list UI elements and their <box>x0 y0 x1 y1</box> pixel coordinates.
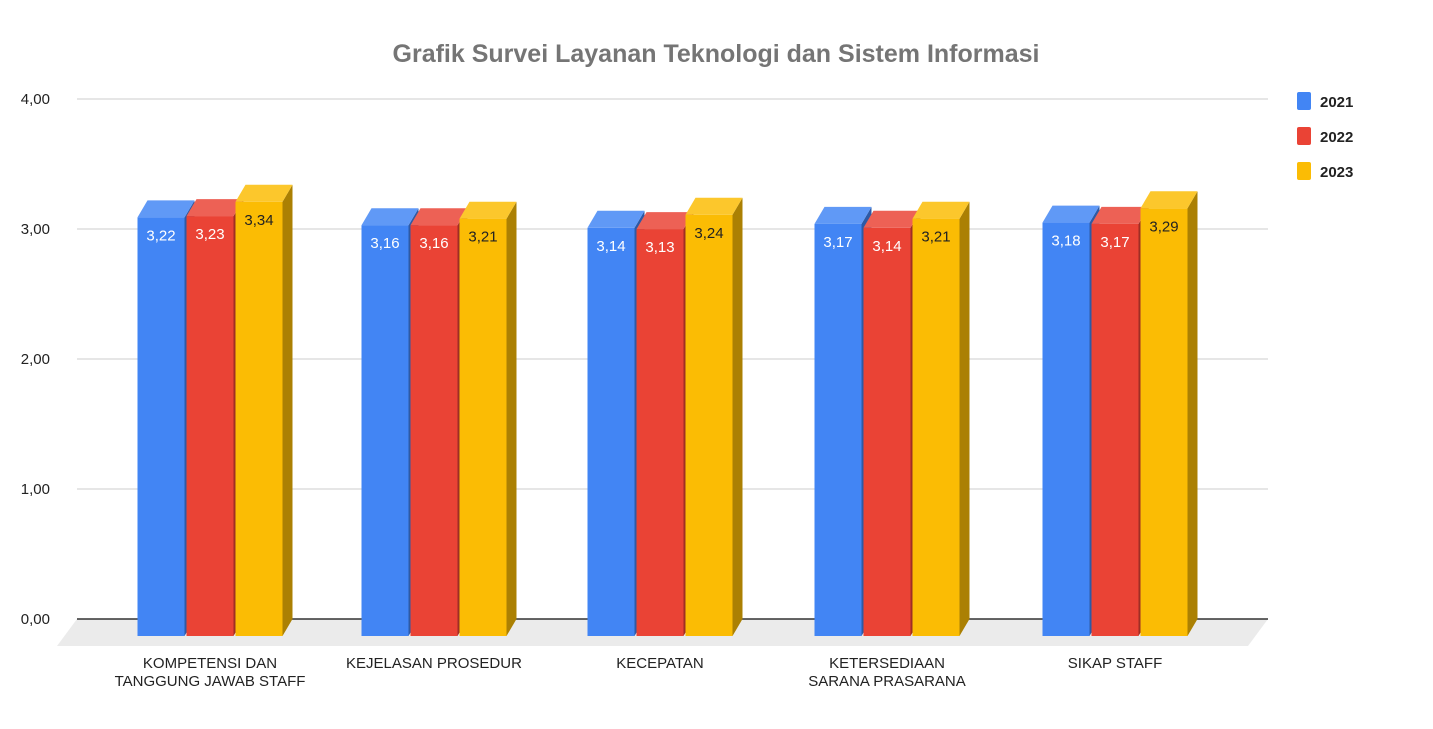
x-category-label: KOMPETENSI DAN TANGGUNG JAWAB STAFF <box>115 655 306 690</box>
data-label: 3,23 <box>195 226 224 243</box>
bar-top <box>636 212 694 230</box>
legend-label: 2023 <box>1320 164 1353 181</box>
chart-title: Grafik Survei Layanan Teknologi dan Sist… <box>393 40 1040 68</box>
bar-front <box>1140 208 1188 637</box>
bar-top <box>685 197 743 215</box>
data-label: 3,16 <box>419 235 448 252</box>
data-label: 3,34 <box>244 212 273 229</box>
bar-side <box>732 197 743 637</box>
data-label: 3,24 <box>694 225 723 242</box>
bar <box>459 201 517 636</box>
bar-top <box>186 199 244 217</box>
data-label: 3,29 <box>1149 218 1178 235</box>
bar <box>1091 206 1149 636</box>
bar <box>235 184 293 637</box>
x-category-label: KEJELASAN PROSEDUR <box>346 655 522 672</box>
bar-side <box>1187 191 1198 637</box>
y-tick-label: 0,00 <box>21 611 50 628</box>
bar-top <box>1042 205 1100 223</box>
bar <box>1140 191 1198 637</box>
bar <box>912 201 970 636</box>
bar <box>1042 205 1100 636</box>
bar <box>685 197 743 637</box>
y-axis-ticks: 0,00 1,00 2,00 3,00 4,00 <box>21 91 50 628</box>
data-label: 3,13 <box>645 239 674 256</box>
data-label: 3,14 <box>596 238 625 255</box>
bar <box>863 210 921 637</box>
bar-front <box>361 225 409 636</box>
bar-front <box>186 216 234 636</box>
legend-swatch <box>1297 127 1311 145</box>
data-label: 3,18 <box>1051 233 1080 250</box>
legend-item: 2023 <box>1297 162 1353 181</box>
legend-swatch <box>1297 162 1311 180</box>
bar-top <box>814 206 872 224</box>
bar-top <box>459 201 517 219</box>
bar-front <box>863 227 911 637</box>
y-tick-label: 4,00 <box>21 91 50 108</box>
bar-front <box>410 225 458 636</box>
bar-side <box>506 201 517 636</box>
bar <box>636 212 694 636</box>
bar-front <box>685 214 733 637</box>
bar <box>137 200 195 636</box>
bar-top <box>137 200 195 218</box>
y-tick-label: 1,00 <box>21 481 50 498</box>
data-label: 3,21 <box>468 229 497 246</box>
bar-top <box>863 210 921 228</box>
bar-front <box>912 218 960 636</box>
bar-front <box>636 229 684 636</box>
legend-item: 2022 <box>1297 127 1353 146</box>
data-label: 3,17 <box>1100 234 1129 251</box>
legend-label: 2022 <box>1320 129 1353 146</box>
legend: 2021 2022 2023 <box>1297 92 1353 181</box>
bar-side <box>282 184 293 637</box>
legend-swatch <box>1297 92 1311 110</box>
y-tick-label: 2,00 <box>21 351 50 368</box>
data-label: 3,16 <box>370 235 399 252</box>
bar-front <box>235 201 283 637</box>
x-category-label: SIKAP STAFF <box>1068 655 1162 672</box>
bar-front <box>459 218 507 636</box>
bar-side <box>959 201 970 636</box>
data-label: 3,17 <box>823 234 852 251</box>
bar-front <box>1091 223 1139 636</box>
data-labels: 3,22 3,23 3,34 3,16 3,16 3,21 3,14 3,13 3,24 3,17… <box>146 212 1178 256</box>
bar <box>361 208 419 636</box>
legend-label: 2021 <box>1320 94 1353 111</box>
bar-top <box>235 184 293 202</box>
bar-top <box>1140 191 1198 209</box>
bar-top <box>361 208 419 226</box>
bar-front <box>1042 222 1090 636</box>
bar <box>186 199 244 636</box>
legend-item: 2021 <box>1297 92 1353 111</box>
x-axis-categories: KOMPETENSI DAN TANGGUNG JAWAB STAFF KEJELA… <box>115 655 1163 690</box>
bar-top <box>587 210 645 228</box>
x-category-label: KECEPATAN <box>616 655 704 672</box>
data-label: 3,21 <box>921 229 950 246</box>
bar-top <box>912 201 970 219</box>
bar-top <box>1091 206 1149 224</box>
data-label: 3,22 <box>146 227 175 244</box>
bars <box>137 184 1198 637</box>
bar-front <box>814 223 862 636</box>
bar <box>587 210 645 637</box>
y-tick-label: 3,00 <box>21 221 50 238</box>
bar-front <box>137 217 185 636</box>
data-label: 3,14 <box>872 238 901 255</box>
bar <box>410 208 468 636</box>
bar <box>814 206 872 636</box>
x-category-label: KETERSEDIAAN SARANA PRASARANA <box>808 655 966 690</box>
bar-top <box>410 208 468 226</box>
bar-front <box>587 227 635 637</box>
